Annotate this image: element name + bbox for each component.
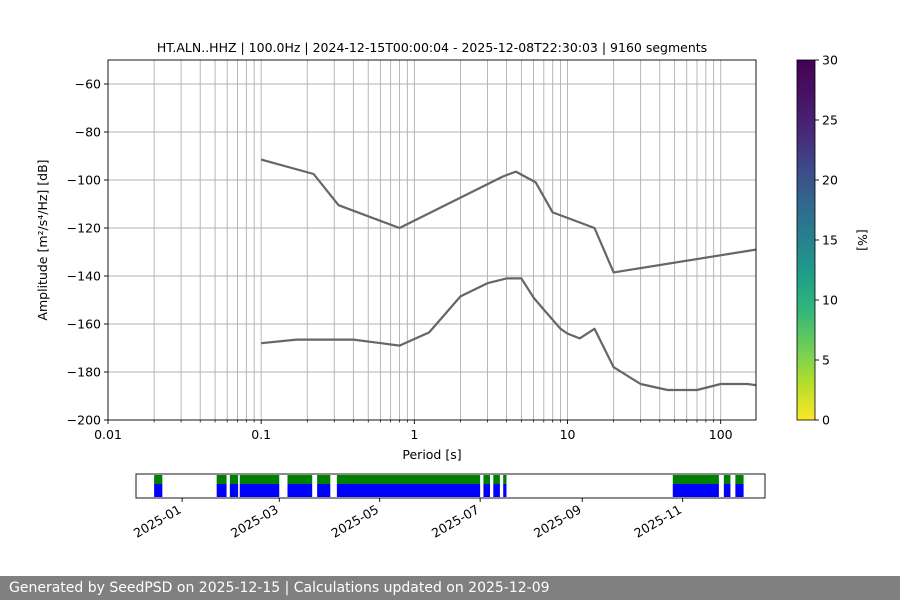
y-tick-label: −120 — [67, 221, 101, 236]
low-noise-model-line — [261, 277, 756, 392]
timeline-tick-label: 2025-01 — [131, 502, 184, 541]
high-noise-model-line — [260, 158, 756, 274]
y-tick-label: −200 — [67, 413, 101, 428]
x-tick-label: 1 — [410, 427, 418, 442]
timeline-segment-bottom — [503, 484, 507, 497]
y-tick-label: −60 — [75, 77, 101, 92]
timeline-tick-label: 2025-03 — [228, 502, 281, 541]
timeline-segment-top — [735, 475, 744, 484]
timeline-segment-top — [493, 475, 500, 484]
timeline-tick-label: 2025-05 — [328, 502, 381, 541]
plot-background — [108, 60, 756, 420]
timeline-segment-top — [483, 475, 491, 484]
timeline-segment-top — [287, 475, 313, 484]
timeline-segment-bottom — [317, 484, 331, 497]
psd-plot-area: 0.01 0.1 1 10 100 −200 −180 −160 −140 −120 −100 −8… — [35, 59, 757, 462]
timeline-segment-top — [336, 475, 481, 484]
colorbar-tick-label: 5 — [822, 353, 830, 368]
colorbar: 0 5 10 15 20 25 30 [%] — [796, 53, 870, 428]
timeline-segment-bottom — [239, 484, 280, 497]
colorbar-tick-label: 20 — [822, 173, 838, 188]
y-tick-label: −160 — [67, 317, 101, 332]
timeline-segment-bottom — [493, 484, 500, 497]
colorbar-tick-label: 25 — [822, 113, 838, 128]
timeline-tick-label: 2025-11 — [631, 502, 684, 541]
y-axis-ticks: −200 −180 −160 −140 −120 −100 −80 −60 — [67, 77, 108, 428]
y-tick-label: −140 — [67, 269, 101, 284]
timeline-segment-top — [317, 475, 331, 484]
timeline-segment-bottom — [229, 484, 239, 497]
y-tick-label: −100 — [67, 173, 101, 188]
availability-timeline: 2025-01 2025-03 2025-05 2025-07 2025-09 2025-… — [131, 473, 766, 541]
y-tick-label: −180 — [67, 365, 101, 380]
footer-bar: Generated by SeedPSD on 2025-12-15 | Cal… — [0, 576, 900, 600]
chart-title: HT.ALN..HHZ | 100.0Hz | 2024-12-15T00:00… — [157, 40, 707, 55]
timeline-segment-top — [503, 475, 507, 484]
timeline-segment-top — [239, 475, 280, 484]
timeline-segment-bottom — [154, 484, 163, 497]
timeline-ticks: 2025-01 2025-03 2025-05 2025-07 2025-09 2025-… — [131, 498, 684, 541]
timeline-segment-bottom — [216, 484, 227, 497]
x-tick-label: 100 — [709, 427, 733, 442]
colorbar-ticks: 0 5 10 15 20 25 30 — [815, 53, 838, 428]
timeline-segment-bottom — [336, 484, 481, 497]
colorbar-tick-label: 0 — [822, 413, 830, 428]
timeline-segment-top — [723, 475, 731, 484]
y-axis-label: Amplitude [m²/s⁴/Hz] [dB] — [35, 159, 50, 320]
colorbar-gradient — [796, 59, 816, 421]
colorbar-label: [%] — [855, 229, 870, 251]
timeline-segment-bottom — [287, 484, 313, 497]
colorbar-tick-label: 15 — [822, 233, 838, 248]
timeline-segment-top — [672, 475, 719, 484]
timeline-segment-top — [229, 475, 239, 484]
x-tick-label: 10 — [560, 427, 576, 442]
footer-text: Generated by SeedPSD on 2025-12-15 | Cal… — [9, 580, 550, 596]
x-tick-label: 0.1 — [251, 427, 271, 442]
timeline-segment-bottom — [672, 484, 719, 497]
timeline-segment-top — [216, 475, 227, 484]
x-axis-ticks: 0.01 0.1 1 10 100 — [94, 420, 733, 442]
timeline-frame — [135, 473, 766, 499]
timeline-segment-bottom — [735, 484, 744, 497]
timeline-segment-bottom — [483, 484, 491, 497]
timeline-segment-bottom — [723, 484, 731, 497]
plot-frame — [107, 59, 757, 421]
y-tick-label: −80 — [75, 125, 101, 140]
timeline-segments — [154, 475, 744, 497]
colorbar-tick-label: 10 — [822, 293, 838, 308]
x-tick-label: 0.01 — [94, 427, 122, 442]
timeline-tick-label: 2025-09 — [531, 502, 584, 541]
colorbar-tick-label: 30 — [822, 53, 838, 68]
timeline-tick-label: 2025-07 — [429, 502, 482, 541]
grid-layer — [108, 60, 756, 420]
noise-model-curves — [260, 158, 756, 392]
x-axis-label: Period [s] — [402, 447, 461, 462]
timeline-segment-top — [154, 475, 163, 484]
